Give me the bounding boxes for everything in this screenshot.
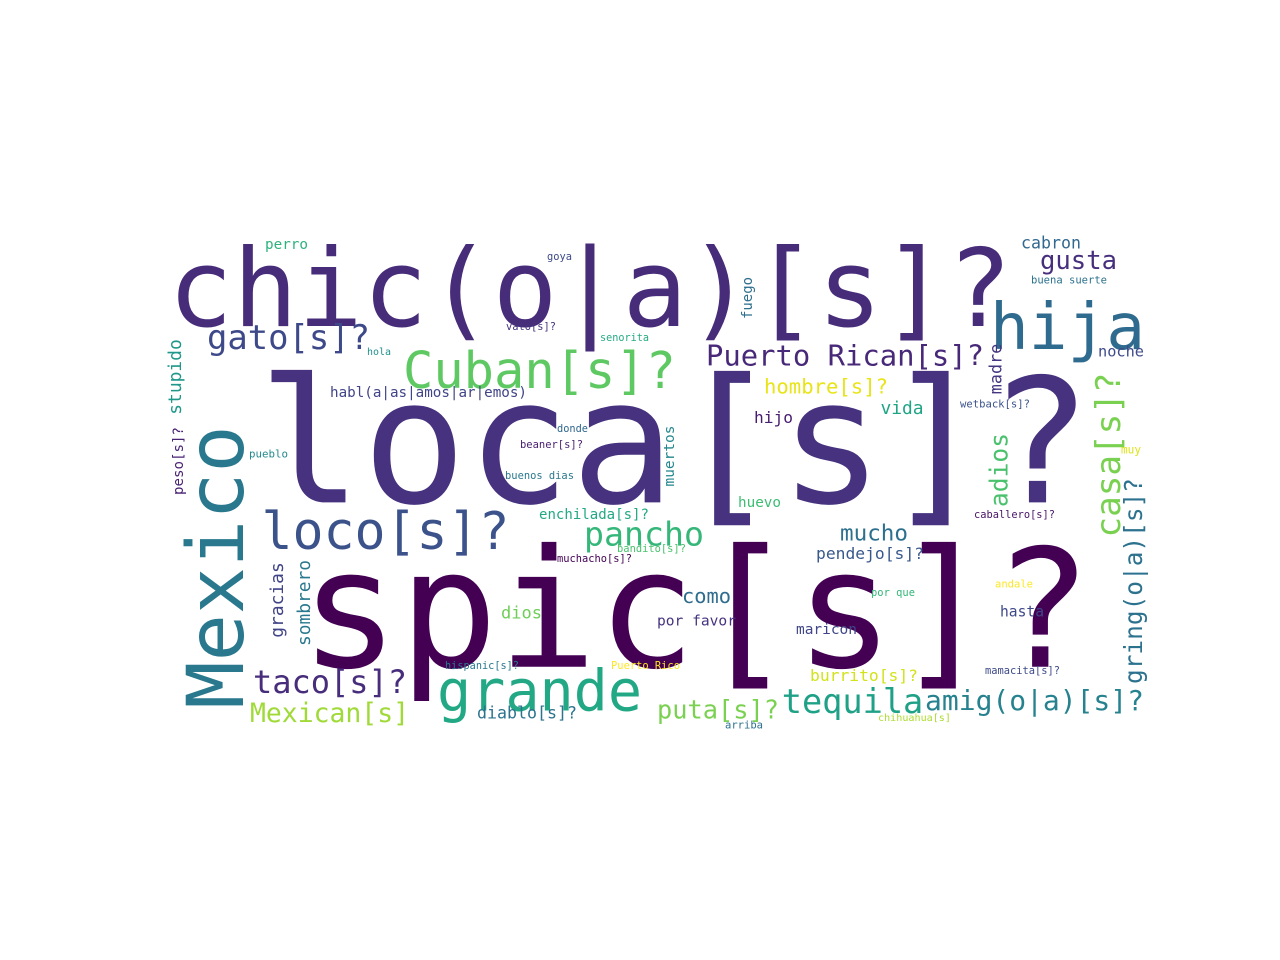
word: hombre[s]?: [764, 374, 888, 399]
word: buena suerte: [1031, 274, 1107, 287]
word: muchacho[s]?: [557, 552, 632, 565]
word: vida: [880, 398, 924, 420]
word: gusta: [1040, 245, 1117, 276]
word: buenos dias: [505, 469, 574, 482]
word: diablo[s]?: [477, 703, 577, 723]
word: habl(a|as|amos|ar|emos): [330, 384, 527, 401]
word: maricon: [796, 621, 857, 638]
word: stupido: [165, 338, 187, 415]
word: caballero[s]?: [974, 508, 1055, 521]
word: loco[s]?: [261, 502, 510, 563]
word: pueblo: [248, 447, 289, 461]
word: hispanic[s]?: [445, 659, 519, 672]
word: pendejo[s]?: [816, 543, 924, 563]
word: mucho: [840, 520, 908, 547]
word: donde: [557, 422, 588, 435]
word: noche: [1098, 342, 1144, 361]
word: bandito[s]?: [617, 542, 686, 555]
word: goya: [547, 250, 572, 263]
word: Mexico: [170, 424, 262, 709]
word: muy: [1121, 443, 1141, 457]
word: mamacita[s]?: [985, 664, 1060, 677]
word: por que: [871, 586, 915, 599]
word: dios: [501, 603, 542, 624]
word: senorita: [600, 332, 649, 344]
word: gato[s]?: [207, 317, 370, 357]
word: madre: [985, 343, 1006, 395]
word: arriba: [725, 719, 763, 732]
word: gracias: [267, 561, 289, 638]
word: hasta: [1000, 603, 1044, 621]
word: taco[s]?: [253, 663, 407, 702]
word: vato[s]?: [506, 320, 556, 333]
word: hijo: [754, 407, 793, 427]
word: hija: [990, 289, 1145, 365]
word: hola: [366, 347, 392, 359]
word: adios: [984, 432, 1014, 508]
word: por favor: [657, 612, 736, 630]
word: cabron: [1021, 233, 1081, 253]
word: grande: [437, 658, 642, 725]
word: chihuahua[s]: [878, 712, 951, 724]
word: pancho: [584, 514, 704, 554]
word: amig(o|a)[s]?: [925, 684, 1144, 718]
word: loca[s]?: [258, 341, 1092, 544]
word: peso[s]?: [170, 427, 187, 495]
word: chic(o|a)[s]?: [167, 226, 1013, 352]
word: como: [682, 583, 731, 608]
word: sombrero: [294, 559, 316, 647]
word: puta[s]?: [657, 693, 779, 724]
word: Mexican[s]: [250, 697, 409, 729]
word: tequila: [781, 682, 924, 722]
word: andale: [995, 578, 1033, 591]
word: perro: [265, 236, 308, 253]
word: enchilada[s]?: [539, 506, 649, 523]
word: wetback[s]?: [960, 398, 1030, 411]
word: gring(o|a)[s]?: [1118, 478, 1148, 684]
word: burrito[s]?: [810, 665, 918, 685]
word: Puerto Rican[s]?: [706, 338, 984, 373]
word: Cuban[s]?: [403, 340, 676, 400]
word: huevo: [738, 494, 781, 511]
word: spic[s]?: [300, 513, 1092, 706]
word: Puerto Rico: [611, 659, 680, 672]
word: fuego: [740, 277, 757, 319]
word: beaner[s]?: [519, 438, 584, 451]
word: muertos: [661, 425, 678, 486]
